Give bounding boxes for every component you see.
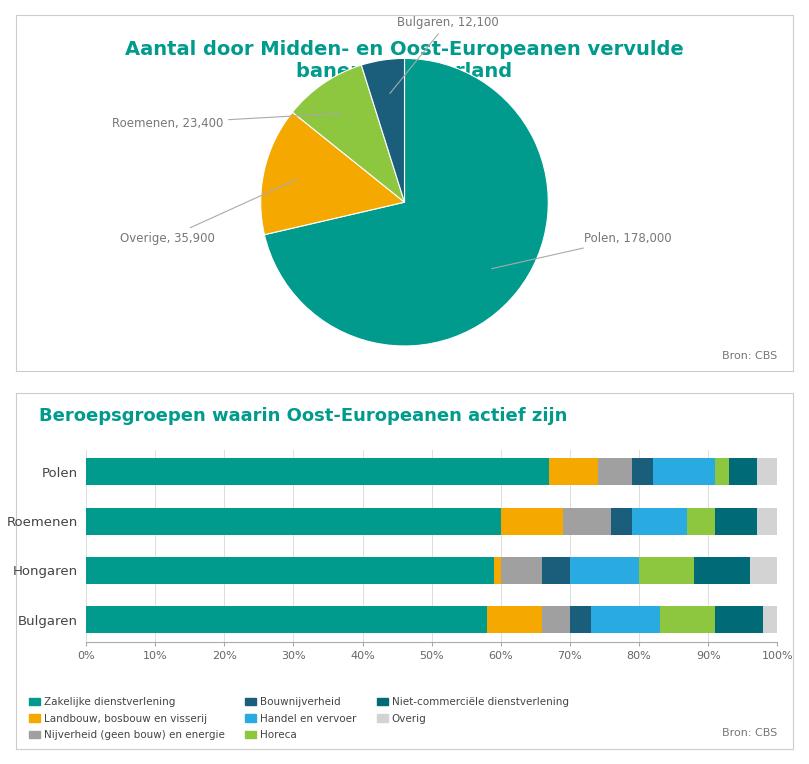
Text: Aantal door Midden- en Oost-Europeanen vervulde
banen in Nederland: Aantal door Midden- en Oost-Europeanen v… [125, 40, 684, 81]
Text: Beroepsgroepen waarin Oost-Europeanen actief zijn: Beroepsgroepen waarin Oost-Europeanen ac… [40, 407, 568, 425]
Text: Bron: CBS: Bron: CBS [722, 351, 777, 361]
Text: Bron: CBS: Bron: CBS [722, 728, 777, 738]
Legend: Zakelijke dienstverlening, Landbouw, bosbouw en visserij, Nijverheid (geen bouw): Zakelijke dienstverlening, Landbouw, bos… [29, 698, 569, 740]
